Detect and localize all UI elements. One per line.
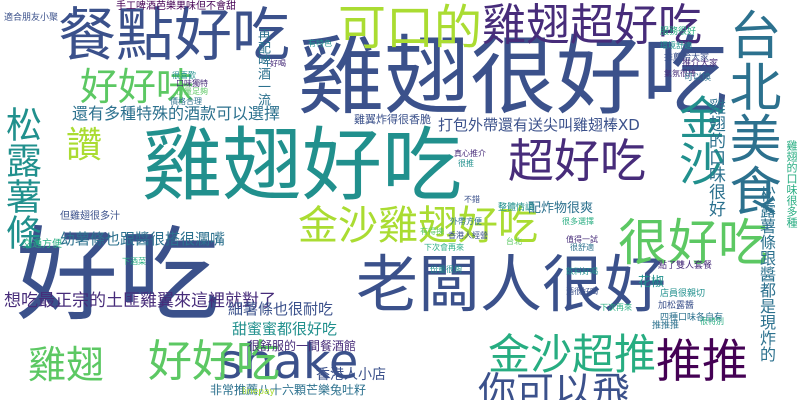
word-tiny-0: 適合朋友小聚	[4, 13, 59, 23]
word-feichang-tuijian: 非常推薦八十六顆芒樂兔吐籽	[210, 383, 367, 397]
word-jichi-kouwei-zhong: 雞翅的口味很多種	[785, 140, 798, 228]
word-canddian-haochi: 餐點好吃	[58, 1, 291, 69]
word-jichi-haochi: 雞翅好吃	[142, 119, 462, 212]
word-jichi-zha: 雞翼炸得很香脆	[354, 113, 431, 126]
word-tianmimi: 甜蜜蜜都很好吃	[232, 320, 338, 338]
word-tiny-33: 外帶方便	[450, 217, 482, 226]
word-zaichu-jiu: 再配啤酒一流	[255, 28, 270, 106]
word-tiny-23: 點了雙人套餐	[658, 261, 713, 271]
word-tiny-8: 有特色	[308, 39, 332, 48]
word-tiny-29: 推介大家	[682, 59, 719, 69]
word-tiny-20: 真心推介	[454, 149, 486, 158]
word-tiny-15: 值得一試	[566, 235, 598, 244]
word-tuitui: 推推	[656, 334, 748, 388]
word-tufei-jichi: 想吃最正宗的土匪雞翼來這裡就對了	[4, 291, 276, 311]
word-tiny-2: 環境舒適	[660, 41, 692, 50]
word-tiny-13: 推推推	[652, 321, 680, 331]
word-tiny-26: 很特別	[700, 317, 724, 326]
word-jinsha-chaotui: 金沙超推	[488, 330, 657, 379]
word-tiny-19: 台北	[506, 237, 522, 246]
word-xishutiao: 細薯條也很耐吃	[228, 300, 334, 318]
word-shake: shake	[218, 334, 359, 390]
word-tiny-4: 價格合理	[170, 97, 202, 106]
word-zan: 讚	[66, 125, 103, 166]
word-chaohaochi: 超好吃	[508, 134, 646, 188]
word-tiny-22: 加松露醬	[658, 301, 695, 311]
word-haiyou-jiukuan: 還有多種特殊的酒款可以選擇	[72, 104, 281, 123]
word-haochi: 好吃	[16, 217, 220, 336]
word-taibei-meishi: 台北美食	[720, 8, 780, 216]
word-tiny-32: 很多選擇	[562, 217, 594, 226]
word-tiny-27: 很舒適	[570, 243, 594, 252]
word-jichi-kouwei: 雞翅的口味很好	[705, 98, 725, 217]
word-xianggang-ren: 香港人小店	[316, 367, 386, 383]
word-dabao-waidai: 打包外帶還有送尖叫雞翅棒XD	[438, 116, 640, 134]
word-tiny-7: 下次再來	[600, 303, 632, 312]
word-songlu-shutiao: 松露薯條	[0, 106, 41, 250]
word-shougong-pijiu: 手工啤酒芭樂果味但不會甜	[116, 1, 236, 12]
word-youtiao-jiang: 幼薯條也跟醬很搭很瀾嘴	[60, 230, 226, 248]
word-tiny-10: 飲料好喝	[566, 267, 598, 276]
word-haohao-chi: 好好吃	[148, 336, 280, 387]
word-tiny-11: 酒很好喝	[566, 287, 598, 296]
word-tiny-1: 服務很好	[660, 27, 697, 37]
word-laoban-renhenhao: 老闆人很好	[356, 248, 667, 321]
word-tiny-16: 不錯	[464, 195, 480, 204]
word-jinsha: 金沙	[672, 94, 726, 186]
word-tiny-24: 店員很親切	[660, 289, 706, 299]
word-huajiao: 花椒	[638, 275, 665, 290]
word-tiny-12: 下酒菜	[122, 257, 146, 266]
word-tiny-6: 推薦給大家	[664, 53, 710, 63]
word-jinsha-jichi-haochi: 金沙雞翅好吃	[298, 203, 538, 249]
word-jichi-henhaochi: 雞翅很好吃	[298, 27, 728, 127]
word-tiny-21: 四種口味各自有	[660, 313, 724, 323]
word-peizha-shuang: 配炸物很爽	[528, 201, 594, 216]
word-tiny-25: linepay	[242, 387, 275, 397]
word-kekou-de: 可口的	[338, 0, 483, 56]
word-jichi: 雞翅	[28, 343, 105, 387]
word-tiny-3: 氣氛很棒	[664, 69, 696, 78]
word-tiny-18: 可以換	[684, 73, 712, 83]
word-tiny-5: 份量足夠	[176, 87, 208, 96]
word-haohao-wei: 好好味	[80, 65, 195, 109]
word-tiny-14: 下次會再來	[424, 243, 464, 252]
word-ni-keyi-fei: 你可以飛	[478, 369, 631, 400]
word-tiny-30: 很喜歡	[172, 71, 196, 80]
word-shufu-canjiuguan: 很舒服的一間餐酒館	[248, 339, 357, 353]
word-tiny-17: 很推	[458, 159, 474, 168]
word-songlu-jiang: 松露薯條跟醬都是現炸的	[757, 186, 776, 362]
word-henhaochi: 很好吃	[618, 214, 768, 272]
word-tiny-9: 好喝	[270, 59, 286, 68]
word-tiny-31: 有得揀	[420, 227, 444, 236]
word-tiny-35: 份量很夠	[430, 265, 462, 274]
word-zhengti-qingdiao: 整體情調	[498, 203, 535, 213]
word-jiaotong: 交通方便	[22, 239, 62, 250]
word-tiny-28: 香港人經營	[448, 231, 488, 240]
word-jichi-duozhi: 但雞翅很多汁	[60, 211, 120, 222]
word-jichi-chaohaochi: 雞翅超好吃	[482, 0, 702, 51]
word-tiny-34: 口味獨特	[176, 79, 208, 88]
